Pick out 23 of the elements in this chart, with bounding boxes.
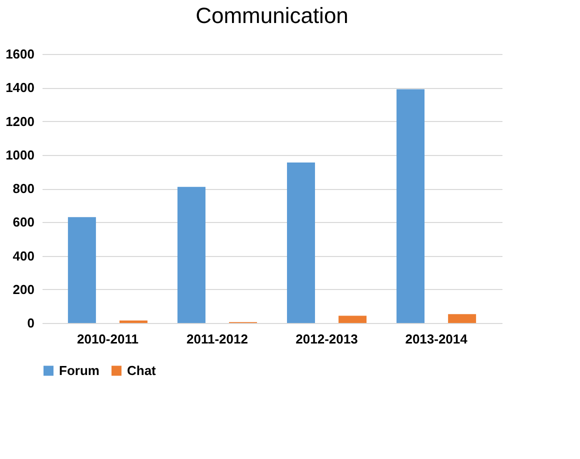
y-tick-label: 800 xyxy=(12,181,34,196)
bar xyxy=(68,217,96,323)
x-tick-label: 2010-2011 xyxy=(76,332,138,346)
x-tick-label: 2012-2013 xyxy=(296,332,358,346)
x-tick-label: 2011-2012 xyxy=(186,332,248,346)
legend-label: Chat xyxy=(127,362,157,378)
bar xyxy=(177,186,206,323)
y-tick-label: 400 xyxy=(12,248,34,264)
legend-label: Forum xyxy=(59,362,100,378)
chart-title: Communication xyxy=(196,3,348,28)
y-tick-label: 1400 xyxy=(6,80,34,96)
y-tick-label: 200 xyxy=(12,282,34,297)
y-tick-label: 0 xyxy=(27,316,34,330)
bar xyxy=(286,162,315,323)
y-tick-label: 1600 xyxy=(6,46,34,62)
y-tick-label: 600 xyxy=(12,214,34,230)
bar xyxy=(448,314,476,323)
x-tick-label: 2013-2014 xyxy=(405,332,468,346)
bar xyxy=(338,316,367,323)
bar xyxy=(119,320,148,323)
y-tick-label: 1200 xyxy=(6,114,34,129)
bar xyxy=(396,89,425,323)
y-tick-label: 1000 xyxy=(6,147,34,162)
